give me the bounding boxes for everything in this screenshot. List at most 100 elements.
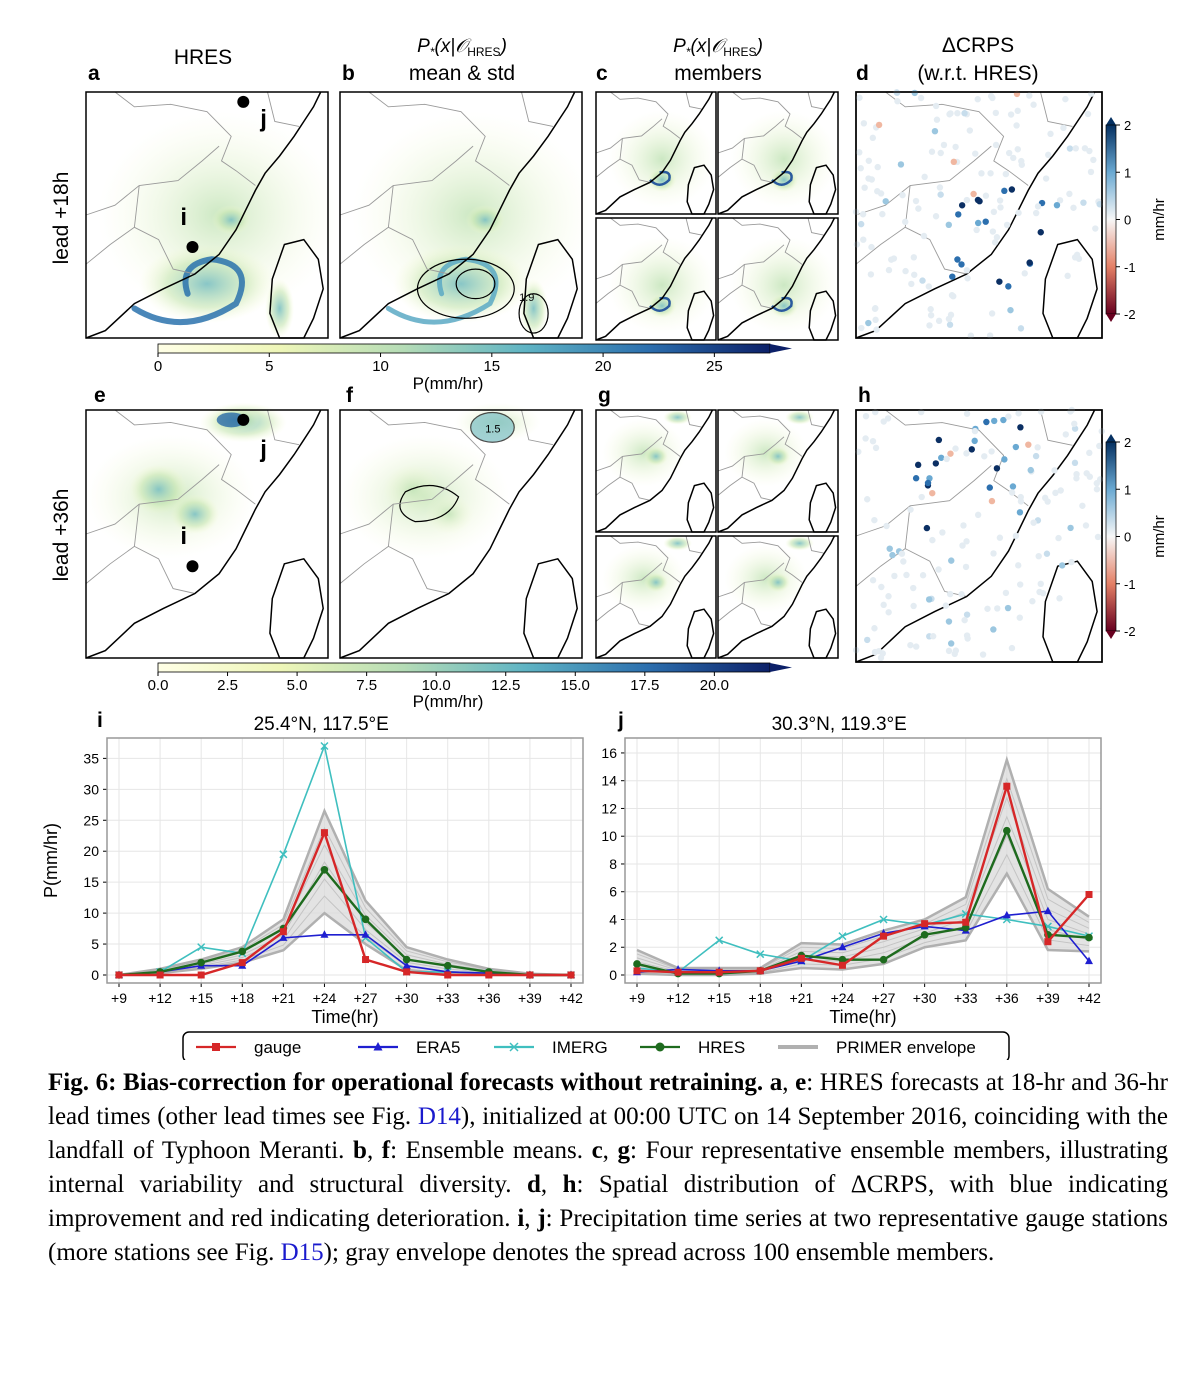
xtick-j: +12 (666, 990, 690, 1006)
station-marker-i (186, 560, 199, 573)
caption-ref-j: j (537, 1205, 546, 1232)
colorbar-tick: 20 (595, 358, 612, 375)
crps-tick: 0 (1124, 530, 1131, 545)
map-c-member-4 (717, 217, 839, 341)
caption-text-4: : Four representative ensemble members, … (48, 1137, 1169, 1198)
crps-tick: 2 (1124, 118, 1131, 133)
colorbar-tick: 10 (372, 358, 389, 375)
xtick-i: +42 (559, 990, 583, 1006)
ytick-i: 10 (83, 905, 99, 921)
point-hres (838, 955, 847, 964)
legend-label: ERA5 (416, 1038, 460, 1057)
crps-tick: -2 (1124, 624, 1136, 639)
point-hres (402, 955, 411, 964)
xtick-i: +18 (230, 990, 254, 1006)
point-gauge (921, 920, 929, 928)
map-a-hres-18h: ji (85, 91, 341, 339)
xtick-i: +36 (477, 990, 501, 1006)
point-gauge (633, 967, 641, 975)
point-gauge (279, 928, 287, 936)
crps-tick: 2 (1124, 435, 1131, 450)
xtick-j: +33 (954, 990, 978, 1006)
header-c-formula: P*(x|𝒪HRES) (673, 36, 763, 59)
colorbar-tick: 2.5 (217, 677, 238, 694)
panel-letter-d: d (856, 62, 869, 85)
panel-letter-e: e (94, 384, 106, 407)
xtick-j: +30 (913, 990, 937, 1006)
figure-canvas: HRES P*(x|𝒪HRES) mean & std P*(x|𝒪HRES) … (41, 34, 1168, 1060)
legend-label: gauge (254, 1038, 301, 1057)
xtick-j: +36 (995, 990, 1019, 1006)
ytick-i: 15 (83, 874, 99, 890)
ytick-j: 10 (601, 828, 617, 844)
panel-letter-b: b (342, 62, 355, 85)
chart-title-j: 30.3°N, 119.3°E (772, 714, 907, 735)
caption-ref-c: c (591, 1137, 603, 1164)
station-marker-i (186, 240, 199, 253)
point-hres (961, 924, 970, 932)
point-gauge (115, 971, 123, 979)
caption-ref-f: f (381, 1137, 391, 1164)
map-g-member-1 (595, 409, 717, 533)
colorbar-tick: 15 (483, 358, 500, 375)
point-gauge (962, 918, 970, 926)
colorbar-tick: 15.0 (561, 677, 590, 694)
point-gauge (1044, 938, 1052, 946)
point-gauge (362, 956, 370, 964)
colorbar-precip-2: 0.0 2.5 5.0 7.5 10.0 12.5 15.0 17.5 20.0 P(mm/hr… (148, 662, 792, 711)
colorbar-tick: 20.0 (700, 677, 729, 694)
panel-letter-a: a (88, 62, 100, 85)
header-c-sub: members (674, 62, 762, 85)
link-fig-d15[interactable]: D15 (280, 1239, 324, 1266)
point-gauge (756, 967, 764, 975)
caption-ref-h: h (562, 1171, 577, 1198)
caption-ref-b: b (353, 1137, 367, 1164)
xtick-j: +39 (1036, 990, 1060, 1006)
colorbar-1-label: P(mm/hr) (413, 374, 484, 393)
ytick-j: 8 (609, 856, 617, 872)
panel-letter-c: c (596, 62, 608, 85)
colorbar-2-label: P(mm/hr) (413, 692, 484, 711)
colorbar-tick: 5 (265, 358, 273, 375)
caption-text-1: : HRES forecasts at 18-hr and 36-hr lead… (48, 1069, 1168, 1130)
ytick-i: 25 (83, 812, 99, 828)
point-gauge (444, 971, 452, 979)
header-b-sub: mean & std (409, 62, 515, 85)
point-gauge (838, 961, 846, 969)
caption-text-6: : Precipitation time series at two repre… (48, 1205, 1168, 1266)
caption-ref-a: a (769, 1069, 783, 1096)
contour-label-f: 1.5 (485, 423, 500, 435)
header-d2: (w.r.t. HRES) (917, 62, 1038, 85)
colorbar-tick: 5.0 (287, 677, 308, 694)
xtick-i: +33 (436, 990, 460, 1006)
crps-colorbar-36h: 2 1 0 -1 -2 mm/hr (1105, 434, 1168, 639)
legend-label: IMERG (552, 1038, 608, 1057)
colorbar-tick: 17.5 (630, 677, 659, 694)
link-fig-d14[interactable]: D14 (417, 1103, 461, 1130)
ytick-i: 5 (91, 936, 99, 952)
caption-fig-number: Fig. 6 (48, 1069, 109, 1096)
point-imerg (320, 741, 329, 751)
crps-colorbar-label: mm/hr (1151, 515, 1168, 558)
point-hres (443, 961, 452, 970)
ytick-j: 14 (601, 773, 617, 789)
ytick-j: 2 (609, 939, 617, 955)
map-c-member-1 (595, 91, 717, 215)
crps-colorbar-18h: 2 1 0 -1 -2 mm/hr (1105, 117, 1168, 322)
colorbar-tick: 10.0 (422, 677, 451, 694)
ytick-j: 16 (601, 745, 617, 761)
station-marker-j (237, 95, 250, 108)
point-imerg (197, 943, 206, 952)
point-gauge (526, 971, 534, 979)
panel-letter-g: g (598, 384, 611, 407)
legend: gauge ERA5 IMERG HRES PRIMER envelope (182, 1031, 1010, 1060)
xtick-j: +27 (872, 990, 896, 1006)
point-imerg (715, 936, 724, 945)
ytick-j: 6 (609, 884, 617, 900)
caption-title: Bias-correction for operational forecast… (123, 1069, 764, 1096)
station-label-i: i (180, 204, 187, 231)
xtick-i: +39 (518, 990, 542, 1006)
map-g-member-2 (717, 409, 839, 533)
map-h-crps-36h (852, 406, 1105, 663)
colorbar-tick: 7.5 (356, 677, 377, 694)
